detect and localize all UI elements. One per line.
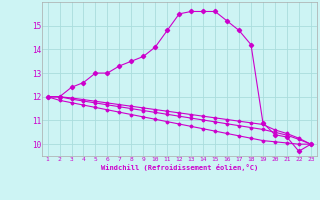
X-axis label: Windchill (Refroidissement éolien,°C): Windchill (Refroidissement éolien,°C) — [100, 164, 258, 171]
